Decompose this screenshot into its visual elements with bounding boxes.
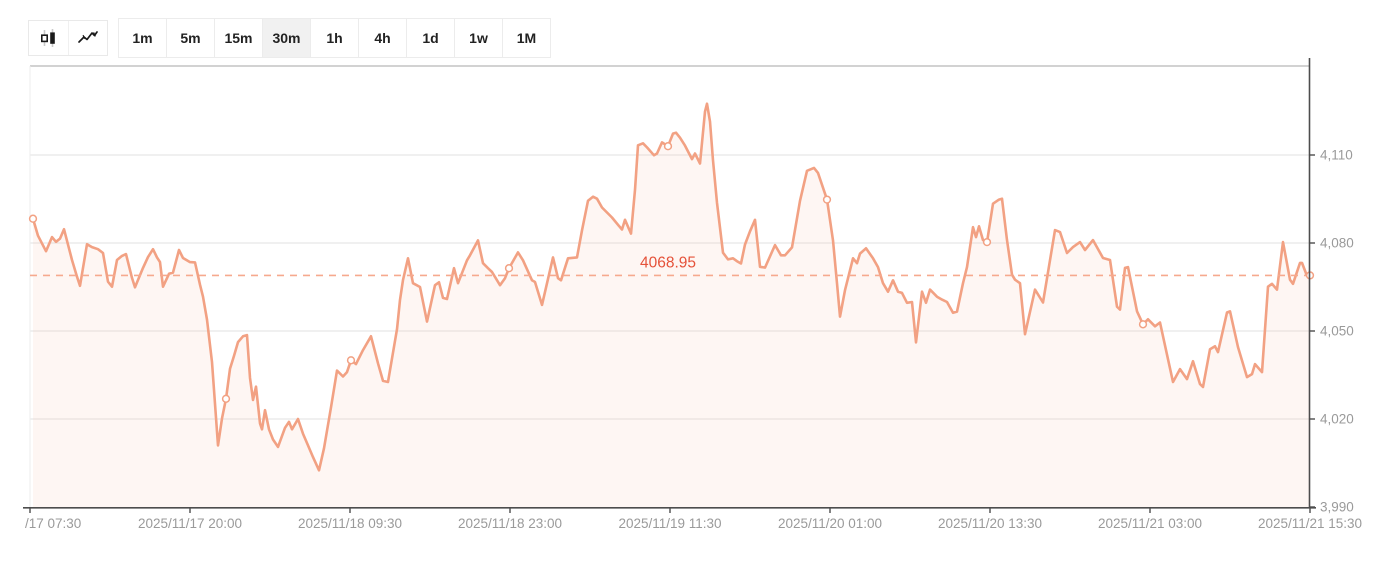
timeframe-button-4h[interactable]: 4h bbox=[358, 18, 407, 58]
x-tick-label: 2025/11/17 20:00 bbox=[138, 516, 242, 531]
x-tick-label: 2025/11/20 01:00 bbox=[778, 516, 882, 531]
data-point-marker bbox=[504, 264, 514, 273]
timeframe-button-15m[interactable]: 15m bbox=[214, 18, 263, 58]
timeframe-button-1d[interactable]: 1d bbox=[406, 18, 455, 58]
timeframe-button-1w[interactable]: 1w bbox=[454, 18, 503, 58]
data-point-marker bbox=[982, 237, 992, 247]
y-tick-label: 4,080 bbox=[1320, 236, 1354, 251]
chart-type-selector bbox=[28, 20, 108, 56]
x-tick-label: 2025/11/18 09:30 bbox=[298, 516, 402, 531]
current-price-label: 4068.95 bbox=[640, 254, 696, 271]
timeframe-button-1m[interactable]: 1m bbox=[118, 18, 167, 58]
data-point-marker bbox=[346, 356, 356, 365]
timeframe-button-30m[interactable]: 30m bbox=[262, 18, 311, 58]
chart-toolbar: 1m 5m 15m 30m 1h 4h 1d 1w 1M bbox=[0, 0, 1390, 62]
data-point-marker bbox=[822, 195, 832, 204]
timeframe-button-5m[interactable]: 5m bbox=[166, 18, 215, 58]
price-area-fill bbox=[33, 103, 1310, 507]
line-chart-icon[interactable] bbox=[68, 21, 107, 55]
data-point-marker bbox=[221, 394, 231, 403]
x-tick-label: 2025/11/20 13:30 bbox=[938, 516, 1042, 531]
x-tick-label: /17 07:30 bbox=[25, 516, 81, 531]
timeframe-button-group: 1m 5m 15m 30m 1h 4h 1d 1w 1M bbox=[118, 18, 551, 58]
timeframe-button-1M[interactable]: 1M bbox=[502, 18, 551, 58]
x-tick-label: 2025/11/18 23:00 bbox=[458, 516, 562, 531]
data-point-marker bbox=[28, 214, 38, 223]
line-chart-icon-glyph bbox=[78, 31, 98, 43]
price-line bbox=[31, 102, 1312, 472]
y-tick-label: 4,110 bbox=[1320, 148, 1353, 163]
x-tick-label: 2025/11/21 15:30 bbox=[1258, 516, 1362, 531]
candlestick-icon-glyph bbox=[40, 29, 55, 47]
y-tick-label: 4,020 bbox=[1320, 412, 1354, 427]
y-tick-label: 4,050 bbox=[1320, 324, 1354, 339]
candlestick-icon[interactable] bbox=[29, 21, 68, 55]
y-tick-label: 3,990 bbox=[1320, 500, 1354, 515]
x-tick-label: 2025/11/21 03:00 bbox=[1098, 516, 1202, 531]
timeframe-button-1h[interactable]: 1h bbox=[310, 18, 359, 58]
x-tick-label: 2025/11/19 11:30 bbox=[618, 516, 721, 531]
data-point-marker bbox=[663, 142, 673, 151]
data-point-marker bbox=[1138, 320, 1148, 329]
